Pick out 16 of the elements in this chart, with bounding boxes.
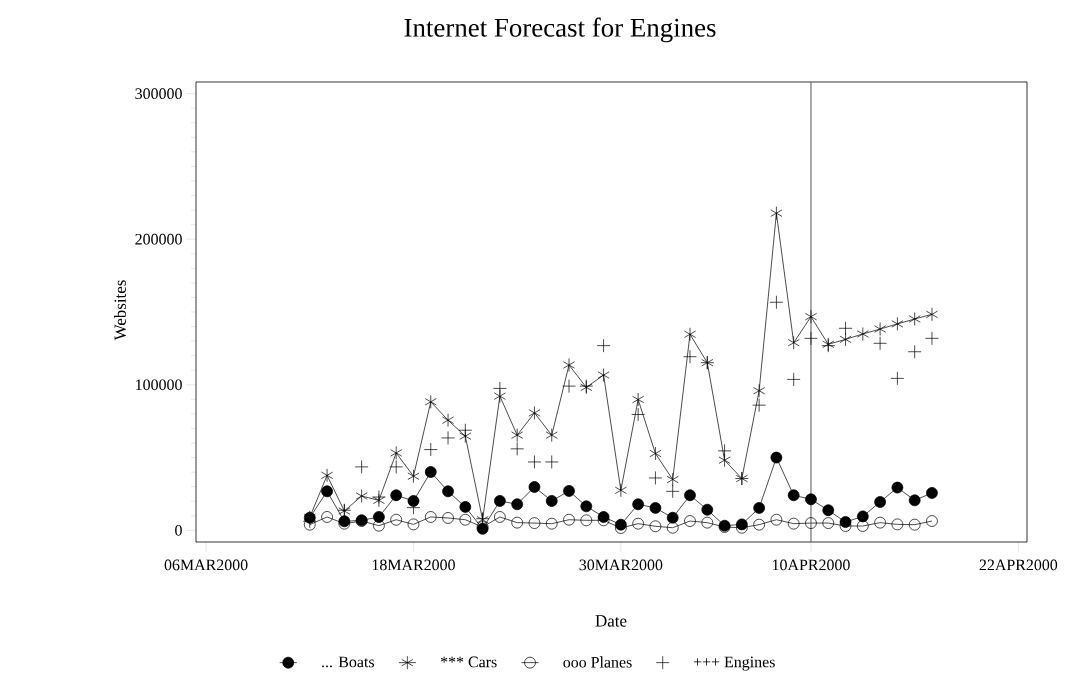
x-tick-label: 30MAR2000 — [579, 559, 663, 571]
legend-label: ooo Planes — [563, 656, 632, 668]
x-tick-label: 18MAR2000 — [372, 559, 455, 571]
x-axis-title: Date — [595, 615, 627, 627]
chart-title: Internet Forecast for Engines — [404, 17, 716, 43]
legend-label: *** Cars — [440, 656, 497, 668]
y-tick-label: 0 — [175, 524, 182, 536]
x-tick-label: 10APR2000 — [772, 559, 850, 571]
legend-label: +++ Engines — [693, 656, 775, 671]
x-tick-label: 22APR2000 — [979, 559, 1058, 571]
y-tick-label: 300000 — [135, 88, 182, 100]
y-tick-label: 200000 — [135, 233, 182, 245]
y-tick-label: 100000 — [136, 379, 182, 391]
y-axis-title: Websites — [114, 280, 126, 341]
x-tick-label: 06MAR2000 — [164, 559, 248, 571]
legend-label: ... Boats — [322, 656, 375, 668]
